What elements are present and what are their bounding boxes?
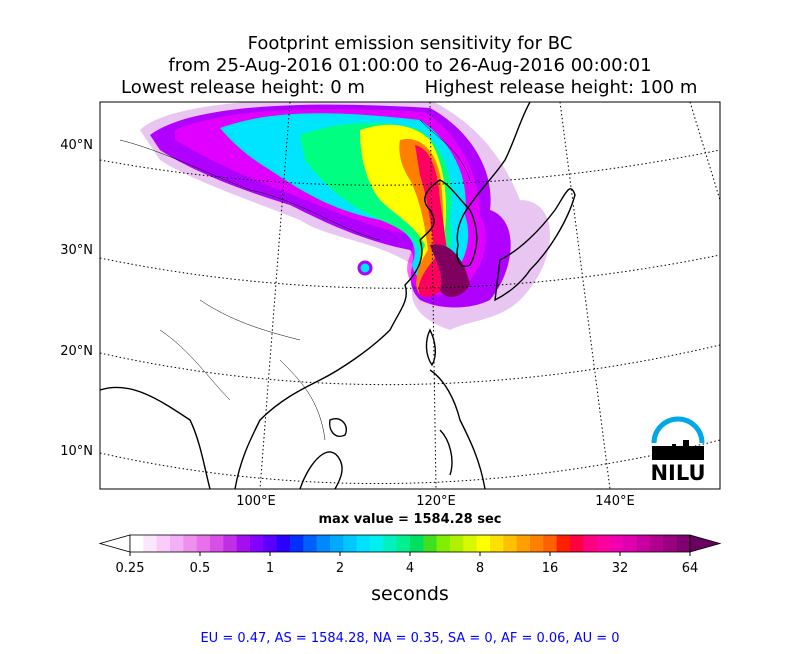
logo: NILU: [650, 416, 706, 485]
colorbar-bin: [463, 535, 478, 552]
colorbar-tick-label: 0.5: [190, 561, 211, 576]
colorbar-bin: [196, 535, 211, 552]
colorbar-bin: [330, 535, 344, 552]
colorbar-tick-label: 4: [406, 561, 414, 576]
map-frame: [99, 101, 721, 490]
colorbar-bin: [503, 535, 518, 552]
colorbar: 0.25 0.5 1 2 4 8 16 32 64: [98, 534, 722, 576]
colorbar-bin: [650, 535, 664, 552]
colorbar-bin: [543, 535, 558, 552]
colorbar-bin: [130, 535, 144, 552]
title-line: from 25-Aug-2016 01:00:00 to 26-Aug-2016…: [168, 55, 651, 76]
colorbar-bin: [290, 535, 304, 552]
colorbar-bin: [636, 535, 651, 552]
colorbar-bin: [450, 535, 464, 552]
colorbar-bin: [143, 535, 158, 552]
logo-text: NILU: [650, 461, 705, 485]
title-line: Footprint emission sensitivity for BC: [248, 33, 573, 54]
lon-label: 140°E: [595, 494, 635, 509]
colorbar-bin: [236, 535, 251, 552]
lat-label: 40°N: [60, 138, 93, 153]
colorbar-bin: [343, 535, 358, 552]
colorbar-bin: [223, 535, 238, 552]
lat-label: 20°N: [60, 344, 93, 359]
colorbar-bin: [263, 535, 278, 552]
colorbar-bin: [516, 535, 531, 552]
colorbar-bin: [623, 535, 638, 552]
release-low: Lowest release height: 0 m: [121, 77, 365, 98]
map: [100, 102, 720, 489]
colorbar-bin: [410, 535, 424, 552]
colorbar-bin: [210, 535, 224, 552]
colorbar-tick-label: 1: [266, 561, 274, 576]
colorbar-extend: [98, 534, 131, 553]
colorbar-bin: [423, 535, 438, 552]
colorbar-extend: [689, 534, 722, 553]
colorbar-bin: [183, 535, 198, 552]
colorbar-bin: [490, 535, 504, 552]
colorbar-tick-label: 0.25: [116, 561, 145, 576]
colorbar-bin: [276, 535, 291, 552]
lon-label: 120°E: [416, 494, 456, 509]
colorbar-tick-label: 32: [612, 561, 629, 576]
lon-label: 100°E: [236, 494, 276, 509]
colorbar-bin: [303, 535, 318, 552]
colorbar-tick-label: 16: [542, 561, 559, 576]
lat-label: 30°N: [60, 243, 93, 258]
colorbar-bin: [436, 535, 451, 552]
colorbar-bin: [356, 535, 371, 552]
colorbar-tick-label: 8: [476, 561, 484, 576]
colorbar-tick-label: 2: [336, 561, 344, 576]
colorbar-bin: [663, 535, 678, 552]
colorbar-tick-label: 64: [682, 561, 699, 576]
max-value: max value = 1584.28 sec: [319, 512, 502, 527]
footer: EU = 0.47, AS = 1584.28, NA = 0.35, SA =…: [200, 631, 619, 646]
colorbar-bin: [396, 535, 411, 552]
colorbar-label: seconds: [371, 583, 449, 605]
colorbar-bin: [583, 535, 598, 552]
colorbar-bin: [250, 535, 264, 552]
colorbar-bin: [610, 535, 624, 552]
colorbar-bin: [556, 535, 571, 552]
lat-label: 10°N: [60, 444, 93, 459]
colorbar-bin: [316, 535, 331, 552]
colorbar-bin: [170, 535, 184, 552]
colorbar-bin: [530, 535, 544, 552]
colorbar-bin: [476, 535, 491, 552]
colorbar-bin: [676, 535, 691, 552]
colorbar-bin: [383, 535, 398, 552]
colorbar-bin: [370, 535, 384, 552]
colorbar-bin: [596, 535, 611, 552]
colorbar-bin: [156, 535, 171, 552]
release-high: Highest release height: 100 m: [425, 77, 698, 98]
colorbar-bin: [570, 535, 584, 552]
